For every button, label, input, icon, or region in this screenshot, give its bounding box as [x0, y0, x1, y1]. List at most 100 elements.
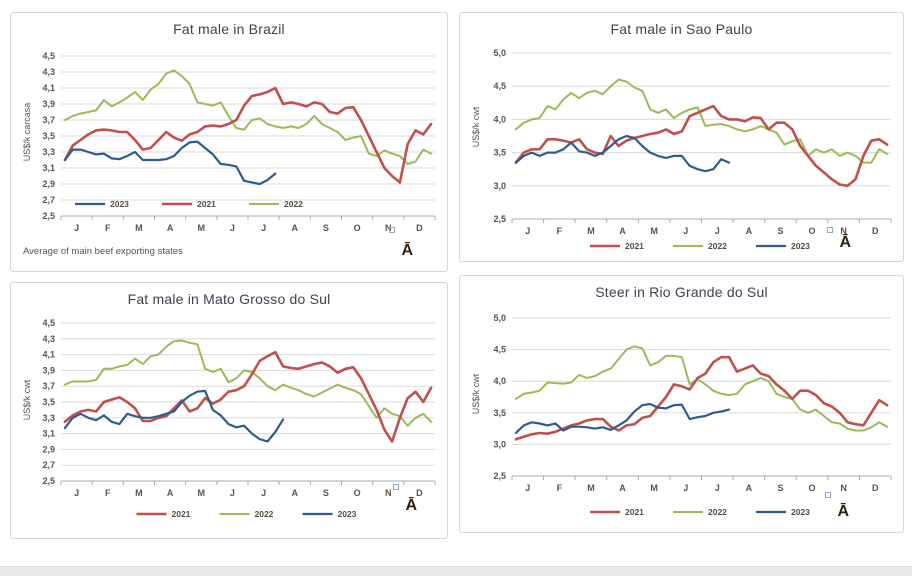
svg-text:2,5: 2,5	[42, 476, 55, 486]
chart-card-sao-paulo: Fat male in Sao Paulo US$/k cwt 2,5 3,0 3,…	[459, 12, 904, 262]
svg-text:2,9: 2,9	[42, 179, 55, 189]
svg-text:J: J	[715, 226, 720, 236]
chart-title: Fat male in Mato Grosso do Sul	[127, 291, 331, 307]
svg-text:A: A	[292, 488, 299, 498]
legend: 2023 2021 2022	[75, 199, 303, 209]
svg-text:M: M	[650, 483, 658, 493]
svg-text:O: O	[809, 483, 816, 493]
page-bottom-divider	[0, 566, 912, 576]
svg-text:D: D	[872, 483, 879, 493]
svg-text:O: O	[809, 226, 816, 236]
svg-text:N: N	[840, 226, 847, 236]
svg-text:F: F	[105, 223, 111, 233]
series-line-2023	[63, 140, 277, 186]
placeholder-box-icon	[389, 227, 395, 233]
legend-label-2021: 2021	[625, 507, 644, 517]
legend-label-2023: 2023	[110, 199, 129, 209]
gridlines	[512, 52, 891, 220]
svg-text:A: A	[746, 483, 753, 493]
watermark-letter: Ā	[401, 242, 413, 259]
svg-text:A: A	[167, 223, 174, 233]
svg-text:3,0: 3,0	[493, 439, 506, 449]
placeholder-box-icon	[827, 227, 833, 233]
series-line-2023	[514, 134, 731, 173]
svg-text:N: N	[385, 488, 392, 498]
svg-text:J: J	[261, 223, 266, 233]
svg-text:4,3: 4,3	[42, 67, 55, 77]
series-line-2022	[514, 345, 889, 432]
series-line-2022	[514, 78, 889, 164]
svg-text:M: M	[135, 488, 143, 498]
svg-text:2,7: 2,7	[42, 460, 55, 470]
legend-label-2021: 2021	[172, 509, 191, 519]
svg-text:D: D	[416, 223, 423, 233]
svg-text:F: F	[105, 488, 111, 498]
watermark-letter: Ā	[839, 234, 851, 251]
svg-text:4,1: 4,1	[42, 83, 55, 93]
svg-text:A: A	[292, 223, 299, 233]
svg-text:J: J	[715, 483, 720, 493]
svg-text:S: S	[777, 483, 783, 493]
svg-text:4,3: 4,3	[42, 334, 55, 344]
svg-text:4,5: 4,5	[493, 345, 506, 355]
svg-text:2,5: 2,5	[493, 214, 506, 224]
legend-label-2022: 2022	[708, 507, 727, 517]
series-line-2022	[63, 69, 433, 165]
series-line-2022	[63, 339, 433, 427]
svg-text:3,9: 3,9	[42, 365, 55, 375]
svg-text:3,3: 3,3	[42, 413, 55, 423]
legend: 2021 2022 2023	[590, 241, 810, 251]
chart-title: Fat male in Brazil	[173, 21, 285, 37]
svg-text:J: J	[261, 488, 266, 498]
placeholder-box-icon	[393, 484, 399, 490]
svg-text:4,5: 4,5	[42, 318, 55, 328]
svg-text:F: F	[557, 483, 563, 493]
legend-label-2022: 2022	[708, 241, 727, 251]
svg-text:A: A	[746, 226, 753, 236]
legend-label-2023: 2023	[791, 241, 810, 251]
svg-text:2,5: 2,5	[42, 211, 55, 221]
svg-text:3,5: 3,5	[42, 397, 55, 407]
svg-text:F: F	[557, 226, 563, 236]
placeholder-box-icon	[825, 492, 831, 498]
svg-text:M: M	[198, 223, 206, 233]
series-line-2021	[514, 355, 889, 441]
legend-label-2021: 2021	[197, 199, 216, 209]
svg-text:J: J	[525, 483, 530, 493]
legend-label-2023: 2023	[791, 507, 810, 517]
svg-text:2,9: 2,9	[42, 444, 55, 454]
svg-text:M: M	[587, 226, 595, 236]
series-line-2021	[63, 86, 433, 184]
svg-text:J: J	[525, 226, 530, 236]
y-tick-labels: 2,5 3,0 3,5 4,0 4,5 5,0	[493, 48, 506, 224]
chart-card-mato-grosso-do-sul: Fat male in Mato Grosso do Sul US$/k cwt…	[10, 282, 448, 539]
legend: 2021 2022 2023	[136, 509, 357, 519]
svg-text:3,7: 3,7	[42, 115, 55, 125]
gridlines	[61, 55, 435, 217]
legend-label-2023: 2023	[338, 509, 357, 519]
svg-text:4,5: 4,5	[493, 81, 506, 91]
svg-text:2,5: 2,5	[493, 471, 506, 481]
svg-text:A: A	[619, 226, 626, 236]
svg-text:3,7: 3,7	[42, 381, 55, 391]
svg-text:5,0: 5,0	[493, 48, 506, 58]
svg-text:D: D	[872, 226, 879, 236]
svg-text:3,3: 3,3	[42, 147, 55, 157]
svg-text:N: N	[840, 483, 847, 493]
svg-text:N: N	[385, 223, 392, 233]
svg-text:S: S	[323, 223, 329, 233]
svg-text:M: M	[587, 483, 595, 493]
svg-text:3,0: 3,0	[493, 181, 506, 191]
svg-text:J: J	[683, 483, 688, 493]
chart-card-brazil: Fat male in Brazil US$/k carcasa 2,5 2,7 2…	[10, 12, 448, 272]
svg-text:3,5: 3,5	[493, 148, 506, 158]
series-line-2021	[63, 350, 433, 443]
svg-text:5,0: 5,0	[493, 313, 506, 323]
svg-text:S: S	[323, 488, 329, 498]
svg-text:4,5: 4,5	[42, 51, 55, 61]
svg-text:J: J	[230, 488, 235, 498]
svg-text:4,0: 4,0	[493, 376, 506, 386]
